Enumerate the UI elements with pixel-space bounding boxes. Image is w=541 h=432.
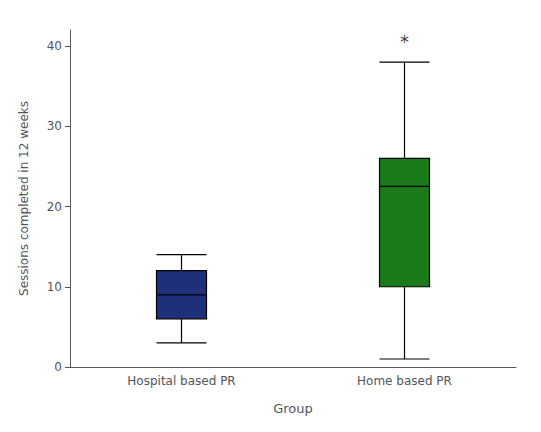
- svg-text:Group: Group: [273, 401, 313, 416]
- svg-text:30: 30: [47, 119, 62, 133]
- svg-text:10: 10: [47, 280, 62, 294]
- svg-text:40: 40: [47, 39, 62, 53]
- svg-text:Sessions completed in 12 weeks: Sessions completed in 12 weeks: [17, 101, 31, 296]
- svg-text:Hospital based PR: Hospital based PR: [127, 374, 235, 388]
- svg-text:Home based PR: Home based PR: [357, 374, 452, 388]
- svg-text:0: 0: [54, 360, 62, 374]
- svg-text:*: *: [400, 31, 409, 52]
- svg-text:20: 20: [47, 200, 62, 214]
